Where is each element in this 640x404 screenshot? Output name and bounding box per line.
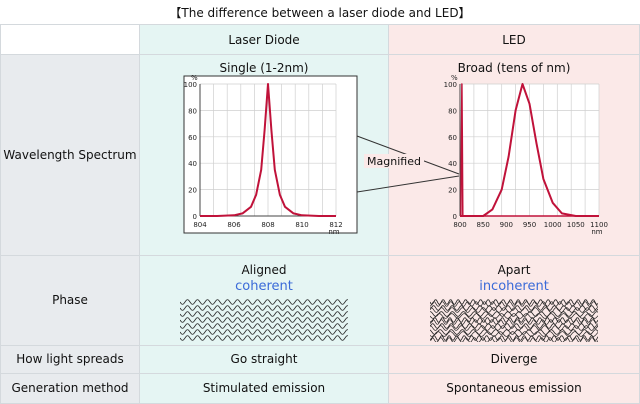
led-ytick-label: 0 <box>453 213 457 221</box>
laser-xtick-label: 808 <box>261 221 274 229</box>
led-xtick-label: 900 <box>500 221 513 229</box>
laser-ytick-label: 80 <box>188 107 197 115</box>
laser-spread: Go straight <box>139 344 389 374</box>
wave-line <box>430 306 598 313</box>
phase-label: Phase <box>0 254 140 346</box>
led-ytick-label: 40 <box>448 160 457 168</box>
led-series-line-1 <box>460 83 599 217</box>
wavelength-label: Wavelength Spectrum <box>0 54 140 256</box>
led-spread: Diverge <box>388 344 640 374</box>
spread-row: How light spreads Go straight Diverge <box>0 344 640 374</box>
laser-generation: Stimulated emission <box>139 372 389 404</box>
laser-ytick-label: 40 <box>188 160 197 168</box>
led-xtick-label: 1000 <box>544 221 562 229</box>
laser-ytick-label: 60 <box>188 134 197 142</box>
incoherent-waves-illustration <box>430 298 598 342</box>
laser-xtick-label: 812 <box>329 221 342 229</box>
led-ytick-label: 100 <box>444 81 457 89</box>
laser-series-line-0 <box>200 83 336 217</box>
magnify-connector: Magnified <box>356 135 460 193</box>
spread-label: How light spreads <box>0 344 140 374</box>
magnified-label-bg <box>364 154 424 168</box>
laser-xtick-label: 806 <box>227 221 241 229</box>
wave-line <box>430 334 598 341</box>
laser-ytick-label: 100 <box>184 81 197 89</box>
led-phase-cell: Apart incoherent <box>388 254 640 346</box>
led-xtick-label: 950 <box>523 221 536 229</box>
laser-ytick-label: 20 <box>188 187 197 195</box>
laser-phase-main: Aligned <box>241 262 287 277</box>
led-xtick-label: 850 <box>476 221 489 229</box>
wave-line <box>180 329 348 335</box>
led-spectrum-title: Broad (tens of nm) <box>457 61 571 76</box>
led-chart: 0 20 40 60 80 100 800 850 900 950 1000 1050 1100% nm <box>444 74 608 236</box>
led-xtick-label: 1100 <box>590 221 608 229</box>
led-series-line-0 <box>460 83 599 217</box>
led-xtick-label: 800 <box>453 221 466 229</box>
led-xlabel: nm <box>591 228 602 236</box>
laser-spectrum-title: Single (1-2nm) <box>219 61 309 76</box>
wave-line <box>180 323 348 329</box>
wave-line <box>180 311 348 317</box>
wave-line <box>430 328 598 335</box>
laser-ytick-label: 0 <box>193 213 197 221</box>
wave-line <box>180 317 348 323</box>
laser-phase-cell: Aligned coherent <box>139 254 389 346</box>
laser-frame <box>183 75 358 234</box>
led-phase-sub: incoherent <box>479 278 549 294</box>
generation-label: Generation method <box>0 372 140 404</box>
wave-line <box>430 298 598 305</box>
wave-line <box>430 310 598 317</box>
wave-line <box>430 304 598 311</box>
led-phase-main: Apart <box>497 262 531 277</box>
wave-line <box>180 335 348 341</box>
phase-row: Phase Aligned coherent Apart incoherent <box>0 254 640 346</box>
led-ytick-label: 80 <box>448 107 457 115</box>
laser-xlabel: nm <box>328 228 339 236</box>
magnified-label: Magnified <box>367 155 421 168</box>
led-header: LED <box>388 23 640 56</box>
wave-line <box>430 318 598 325</box>
wave-line <box>180 299 348 305</box>
header-row: Laser Diode LED <box>0 23 640 56</box>
wave-line <box>180 305 348 311</box>
coherent-waves-illustration <box>180 299 348 341</box>
connector-line-bottom <box>356 175 460 193</box>
laser-xtick-label: 804 <box>193 221 207 229</box>
wave-line <box>430 316 598 323</box>
led-generation: Spontaneous emission <box>388 372 640 404</box>
figure-title: 【The difference between a laser diode an… <box>169 6 471 20</box>
laser-ylabel: % <box>191 74 198 82</box>
led-ytick-label: 60 <box>448 134 457 142</box>
led-xtick-label: 1050 <box>567 221 585 229</box>
wave-line <box>430 336 598 342</box>
laser-phase-sub: coherent <box>235 278 293 294</box>
laser-xtick-label: 810 <box>295 221 308 229</box>
led-ytick-label: 20 <box>448 187 457 195</box>
generation-row: Generation method Stimulated emission Sp… <box>0 372 640 404</box>
wave-line <box>430 300 598 307</box>
laser-chart: 0 20 40 60 80 100 804 806 808 810 812% nm <box>183 74 358 236</box>
wave-line <box>430 324 598 331</box>
led-ylabel: % <box>451 74 458 82</box>
